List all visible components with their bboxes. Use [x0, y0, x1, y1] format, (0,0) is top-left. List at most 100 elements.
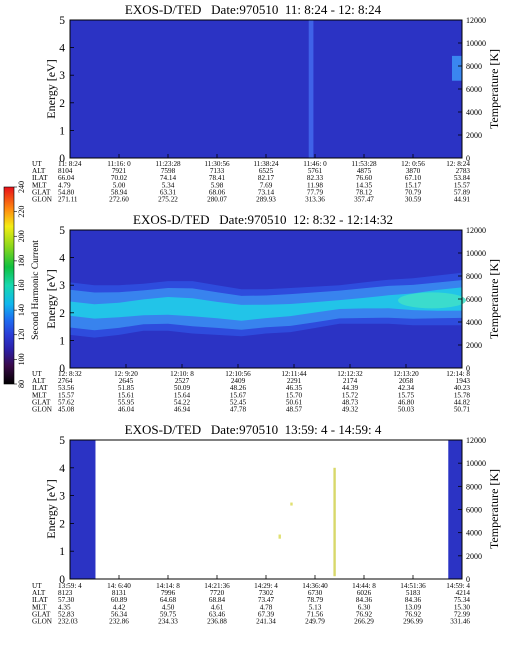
orbit-cell: 5761	[308, 167, 323, 175]
orbit-cell: 280.07	[207, 196, 227, 204]
orbit-cell: 8131	[112, 589, 127, 597]
orbit-cell: 55.95	[118, 398, 135, 406]
orbit-cell: 15.78	[454, 391, 471, 399]
orbit-cell: 50.71	[454, 406, 471, 414]
orbit-cell: 14:59: 4	[446, 582, 470, 590]
orbit-cell: 236.88	[207, 618, 227, 626]
energy-tick-label: 3	[59, 70, 65, 82]
orbit-row-label: GLON	[32, 406, 53, 414]
orbit-cell: 4.35	[58, 603, 71, 611]
orbit-cell: 54.22	[174, 398, 191, 406]
orbit-cell: 68.06	[209, 188, 226, 196]
orbit-cell: 7302	[259, 589, 274, 597]
orbit-cell: 13:59: 4	[58, 582, 82, 590]
orbit-cell: 6026	[357, 589, 372, 597]
vertical-stripe	[308, 20, 314, 158]
orbit-cell: 63.46	[209, 610, 226, 618]
colorbar: 240 220 200 180 160 140 120 100 80 Second Harmon…	[3, 181, 41, 388]
orbit-cell: 15.17	[405, 181, 422, 189]
orbit-cell: 266.29	[354, 618, 374, 626]
orbit-cell: 68.84	[209, 596, 226, 604]
orbit-cell: 234.33	[158, 618, 178, 626]
orbit-cell: 11.98	[307, 181, 323, 189]
panel-3: EXOS-D/TED Date:970510 13:59: 4 - 14:59:…	[32, 422, 501, 626]
temperature-tick-label: 0	[466, 575, 470, 584]
energy-tick-label: 1	[59, 125, 65, 137]
orbit-cell: 53.84	[454, 174, 471, 182]
orbit-cell: 275.22	[158, 196, 178, 204]
orbit-cell: 50.03	[398, 406, 415, 414]
energy-tick-label: 2	[59, 308, 65, 320]
orbit-cell: 66.04	[58, 174, 75, 182]
orbit-cell: 14:29: 4	[254, 582, 278, 590]
orbit-cell: 3870	[406, 167, 421, 175]
orbit-cell: 52.45	[230, 398, 247, 406]
temperature-tick-label: 4000	[466, 529, 482, 538]
colorbar-tick-label: 240	[17, 181, 26, 193]
energy-tick-label: 4	[59, 463, 65, 475]
orbit-cell: 12: 9:20	[114, 370, 138, 378]
energy-tick-label: 1	[59, 335, 65, 347]
panel-2-temperature-axis: 0 2000 4000 6000 8000 10000 12000	[458, 226, 486, 373]
edge-enhancement	[452, 55, 462, 81]
energy-tick-label: 1	[59, 546, 65, 558]
energy-tick-label: 0	[59, 574, 65, 586]
colorbar-tick-label: 80	[17, 380, 26, 388]
orbit-cell: 11:16: 0	[107, 160, 131, 168]
orbit-cell: 12:10:56	[225, 370, 251, 378]
orbit-cell: 67.39	[258, 610, 275, 618]
data-spike	[278, 534, 281, 539]
orbit-cell: 4.50	[162, 603, 175, 611]
panel-3-features	[95, 440, 449, 579]
panel-1-ylabel-right: Temperature [K]	[487, 49, 501, 129]
orbit-cell: 50.61	[286, 398, 303, 406]
temperature-tick-label: 6000	[466, 85, 482, 94]
orbit-cell: 42.34	[398, 384, 415, 392]
data-spike	[290, 502, 293, 506]
energy-tick-label: 0	[59, 153, 65, 165]
orbit-row-label: ALT	[32, 377, 46, 385]
orbit-cell: 4.42	[113, 603, 126, 611]
orbit-cell: 30.59	[405, 196, 422, 204]
orbit-cell: 7720	[210, 589, 225, 597]
orbit-cell: 44.91	[454, 196, 471, 204]
orbit-cell: 56.34	[111, 610, 128, 618]
orbit-cell: 8104	[58, 167, 73, 175]
orbit-cell: 289.93	[256, 196, 276, 204]
colorbar-tick-label: 100	[17, 353, 26, 365]
orbit-row-label: ILAT	[32, 174, 48, 182]
orbit-cell: 76.60	[356, 174, 373, 182]
panel-1-ylabel: Energy [eV]	[44, 59, 58, 118]
orbit-cell: 60.89	[111, 596, 128, 604]
orbit-cell: 4214	[456, 589, 471, 597]
orbit-cell: 12:13:20	[393, 370, 419, 378]
orbit-cell: 46.35	[286, 384, 303, 392]
orbit-cell: 59.75	[160, 610, 177, 618]
temperature-tick-label: 0	[466, 364, 470, 373]
orbit-row-label: MLT	[32, 603, 47, 611]
orbit-cell: 70.79	[405, 188, 422, 196]
temperature-tick-label: 4000	[466, 108, 482, 117]
orbit-cell: 296.99	[403, 618, 423, 626]
temperature-tick-label: 10000	[466, 459, 486, 468]
energy-tick-label: 5	[59, 225, 65, 237]
temperature-tick-label: 2000	[466, 131, 482, 140]
colorbar-gradient	[3, 186, 15, 385]
orbit-cell: 241.34	[256, 618, 276, 626]
orbit-row-label: MLT	[32, 181, 47, 189]
panel-1-plot-area	[70, 20, 462, 158]
orbit-cell: 78.12	[356, 188, 373, 196]
orbit-cell: 2174	[343, 377, 358, 385]
orbit-cell: 54.80	[58, 188, 75, 196]
orbit-cell: 2058	[399, 377, 414, 385]
emission-band-peak	[398, 292, 466, 309]
orbit-cell: 6525	[259, 167, 274, 175]
panel-2-title: EXOS-D/TED Date:970510 12: 8:32 - 12:14:…	[133, 212, 393, 227]
orbit-cell: 75.34	[454, 596, 471, 604]
orbit-row-label: ALT	[32, 167, 46, 175]
orbit-cell: 48.26	[230, 384, 247, 392]
energy-tick-label: 0	[59, 363, 65, 375]
orbit-cell: 6.30	[358, 603, 371, 611]
